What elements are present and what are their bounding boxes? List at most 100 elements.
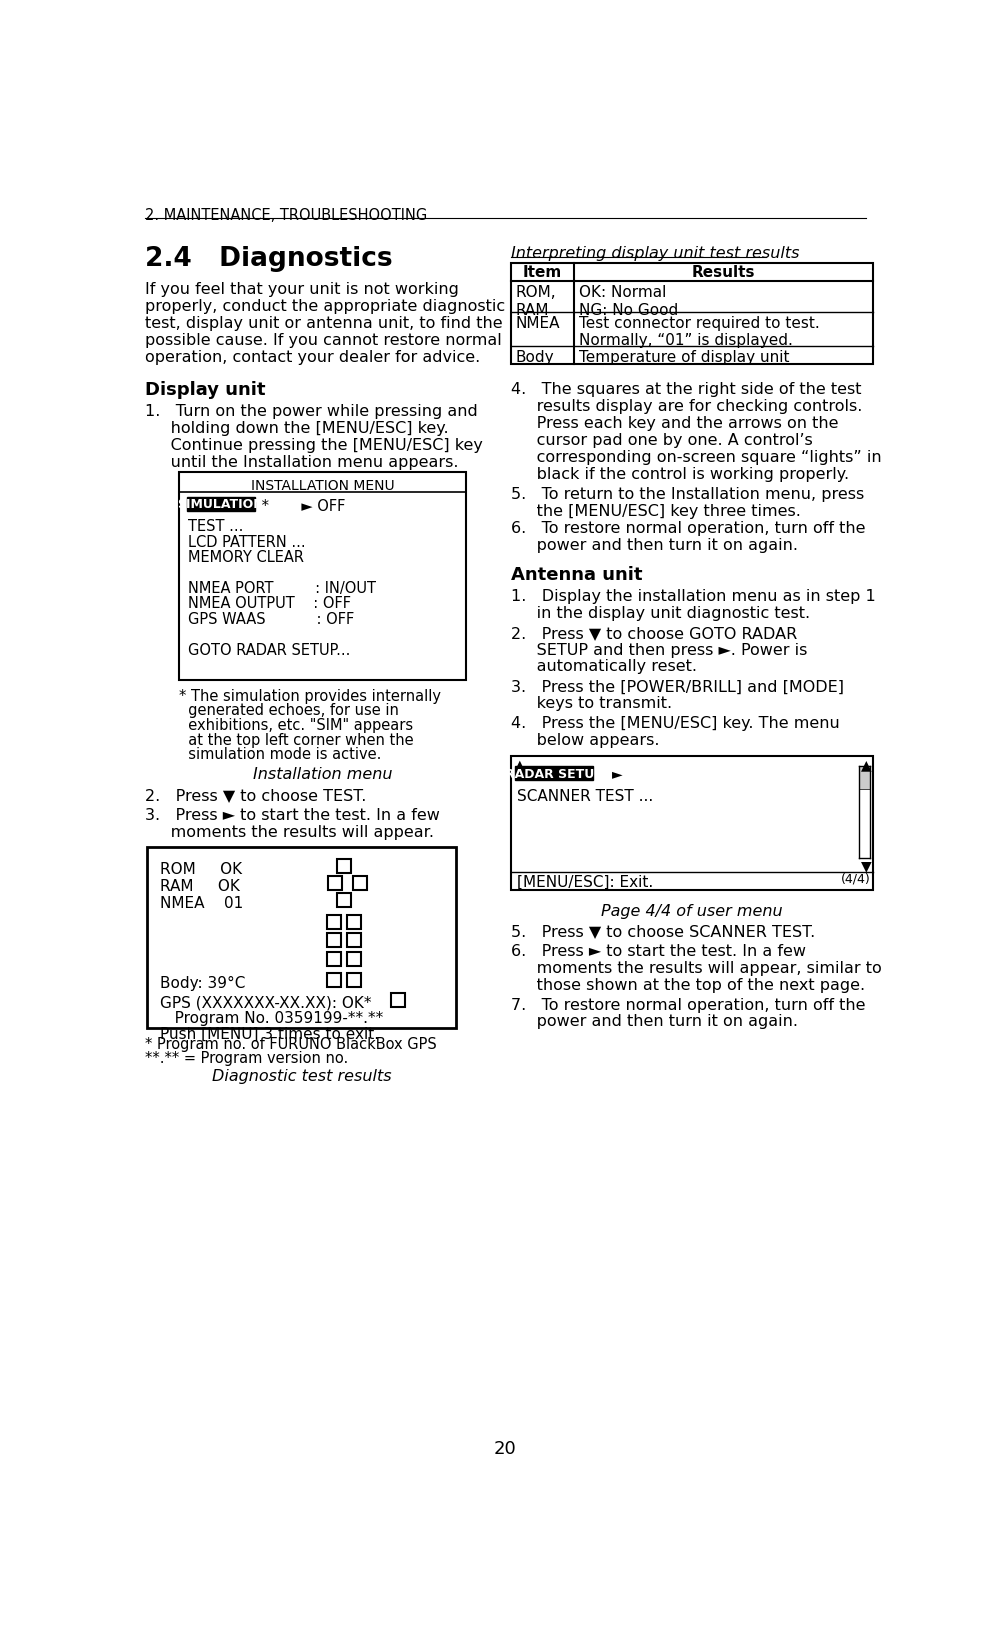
Text: TEST ...: TEST ... <box>188 519 244 534</box>
Text: 2.   Press ▼ to choose GOTO RADAR: 2. Press ▼ to choose GOTO RADAR <box>511 625 797 640</box>
Bar <box>353 876 368 891</box>
Text: If you feel that your unit is not working: If you feel that your unit is not workin… <box>145 282 458 297</box>
Bar <box>511 756 874 891</box>
Text: 5.   To return to the Installation menu, press: 5. To return to the Installation menu, p… <box>511 486 864 501</box>
Text: Body: 39°C: Body: 39°C <box>161 976 246 991</box>
Text: 6.   To restore normal operation, turn off the: 6. To restore normal operation, turn off… <box>511 521 866 535</box>
Text: 20: 20 <box>494 1439 517 1457</box>
Text: Body: Body <box>516 349 554 364</box>
Text: 4.   Press the [MENU/ESC] key. The menu: 4. Press the [MENU/ESC] key. The menu <box>511 716 839 731</box>
Text: 5.   Press ▼ to choose SCANNER TEST.: 5. Press ▼ to choose SCANNER TEST. <box>511 924 815 938</box>
Bar <box>860 767 871 790</box>
Bar <box>337 894 351 907</box>
Text: 3.   Press the [POWER/BRILL] and [MODE]: 3. Press the [POWER/BRILL] and [MODE] <box>511 679 844 694</box>
Text: holding down the [MENU/ESC] key.: holding down the [MENU/ESC] key. <box>145 421 449 436</box>
Text: 2. MAINTENANCE, TROUBLESHOOTING: 2. MAINTENANCE, TROUBLESHOOTING <box>145 209 427 224</box>
Text: ROM     OK: ROM OK <box>161 862 243 876</box>
Text: Page 4/4 of user menu: Page 4/4 of user menu <box>601 902 783 919</box>
Bar <box>511 263 874 366</box>
Text: ▲: ▲ <box>861 757 872 772</box>
Text: Diagnostic test results: Diagnostic test results <box>212 1069 391 1084</box>
Bar <box>516 767 593 780</box>
Text: cursor pad one by one. A control’s: cursor pad one by one. A control’s <box>511 432 812 447</box>
Bar <box>147 847 457 1028</box>
Text: simulation mode is active.: simulation mode is active. <box>179 747 382 762</box>
Text: SIMULATION: SIMULATION <box>177 498 264 511</box>
Text: NMEA    01: NMEA 01 <box>161 896 244 911</box>
Text: Item: Item <box>523 266 562 281</box>
Text: those shown at the top of the next page.: those shown at the top of the next page. <box>511 978 865 992</box>
Bar <box>327 953 341 966</box>
Text: MEMORY CLEAR: MEMORY CLEAR <box>188 550 305 565</box>
Text: * The simulation provides internally: * The simulation provides internally <box>179 689 441 703</box>
Text: Press each key and the arrows on the: Press each key and the arrows on the <box>511 416 838 431</box>
Bar <box>347 916 361 929</box>
Text: until the Installation menu appears.: until the Installation menu appears. <box>145 454 458 470</box>
Text: Results: Results <box>692 266 755 281</box>
Text: NMEA OUTPUT    : OFF: NMEA OUTPUT : OFF <box>188 596 351 610</box>
Text: generated echoes, for use in: generated echoes, for use in <box>179 703 399 718</box>
Text: in the display unit diagnostic test.: in the display unit diagnostic test. <box>511 605 810 620</box>
Text: GPS (XXXXXXX-XX.XX): OK*: GPS (XXXXXXX-XX.XX): OK* <box>161 996 372 1010</box>
Text: 3.   Press ► to start the test. In a few: 3. Press ► to start the test. In a few <box>145 808 440 823</box>
Text: SCANNER TEST ...: SCANNER TEST ... <box>517 788 653 803</box>
Bar <box>337 860 351 873</box>
Text: NMEA PORT         : IN/OUT: NMEA PORT : IN/OUT <box>188 581 377 596</box>
Text: INSTALLATION MENU: INSTALLATION MENU <box>250 480 394 493</box>
Bar <box>390 994 404 1007</box>
Text: (4/4): (4/4) <box>841 871 871 885</box>
Text: **.** = Program version no.: **.** = Program version no. <box>145 1049 348 1066</box>
Text: exhibitions, etc. "SIM" appears: exhibitions, etc. "SIM" appears <box>179 718 413 733</box>
Text: Continue pressing the [MENU/ESC] key: Continue pressing the [MENU/ESC] key <box>145 437 483 452</box>
Text: RADAR SETUP: RADAR SETUP <box>505 767 603 780</box>
Bar <box>327 974 341 987</box>
Text: Installation menu: Installation menu <box>252 765 392 782</box>
Text: OK: Normal
NG: No Good: OK: Normal NG: No Good <box>579 286 678 318</box>
Text: keys to transmit.: keys to transmit. <box>511 695 671 712</box>
Bar <box>347 953 361 966</box>
Text: operation, contact your dealer for advice.: operation, contact your dealer for advic… <box>145 349 480 364</box>
Text: ▼: ▼ <box>861 858 872 873</box>
Text: 1.   Display the installation menu as in step 1: 1. Display the installation menu as in s… <box>511 588 876 604</box>
Text: ▲: ▲ <box>516 757 525 770</box>
Text: 1.   Turn on the power while pressing and: 1. Turn on the power while pressing and <box>145 403 477 418</box>
Text: 2.4   Diagnostics: 2.4 Diagnostics <box>145 246 392 273</box>
Bar <box>327 934 341 948</box>
Text: ►: ► <box>612 767 623 780</box>
Text: ROM,
RAM: ROM, RAM <box>516 286 556 318</box>
Bar <box>347 974 361 987</box>
Text: Test connector required to test.
Normally, “01” is displayed.: Test connector required to test. Normall… <box>579 317 819 348</box>
Text: Antenna unit: Antenna unit <box>511 565 642 583</box>
Text: 2.   Press ▼ to choose TEST.: 2. Press ▼ to choose TEST. <box>145 788 367 803</box>
Text: properly, conduct the appropriate diagnostic: properly, conduct the appropriate diagno… <box>145 299 505 313</box>
Text: moments the results will appear, similar to: moments the results will appear, similar… <box>511 960 881 974</box>
Text: 7.   To restore normal operation, turn off the: 7. To restore normal operation, turn off… <box>511 997 866 1012</box>
Text: automatically reset.: automatically reset. <box>511 659 697 674</box>
Text: corresponding on-screen square “lights” in: corresponding on-screen square “lights” … <box>511 450 881 465</box>
Text: at the top left corner when the: at the top left corner when the <box>179 733 414 747</box>
Text: black if the control is working properly.: black if the control is working properly… <box>511 467 849 481</box>
Text: 4.   The squares at the right side of the test: 4. The squares at the right side of the … <box>511 382 861 397</box>
Text: moments the results will appear.: moments the results will appear. <box>145 824 434 839</box>
Text: Program No. 0359199-**.**: Program No. 0359199-**.** <box>161 1010 384 1027</box>
Text: GPS WAAS           : OFF: GPS WAAS : OFF <box>188 612 355 627</box>
Text: results display are for checking controls.: results display are for checking control… <box>511 398 862 415</box>
Text: GOTO RADAR SETUP...: GOTO RADAR SETUP... <box>188 641 351 658</box>
Text: the [MENU/ESC] key three times.: the [MENU/ESC] key three times. <box>511 504 801 519</box>
Text: NMEA: NMEA <box>516 317 560 331</box>
Text: SETUP and then press ►. Power is: SETUP and then press ►. Power is <box>511 641 808 658</box>
Bar <box>327 916 341 929</box>
Text: test, display unit or antenna unit, to find the: test, display unit or antenna unit, to f… <box>145 317 503 331</box>
Text: Interpreting display unit test results: Interpreting display unit test results <box>511 246 800 261</box>
Text: 6.   Press ► to start the test. In a few: 6. Press ► to start the test. In a few <box>511 943 806 958</box>
Text: Display unit: Display unit <box>145 380 265 398</box>
Bar <box>179 473 465 681</box>
Text: power and then turn it on again.: power and then turn it on again. <box>511 1013 798 1028</box>
Text: * Program no. of FURUNO BlackBox GPS: * Program no. of FURUNO BlackBox GPS <box>145 1036 437 1051</box>
Text: [MENU/ESC]: Exit.: [MENU/ESC]: Exit. <box>517 875 653 889</box>
Text: Push [MENU] 3 times to exit.: Push [MENU] 3 times to exit. <box>161 1027 380 1041</box>
Bar <box>328 876 342 891</box>
Text: RAM     OK: RAM OK <box>161 878 241 893</box>
Text: LCD PATTERN ...: LCD PATTERN ... <box>188 534 306 550</box>
Text: below appears.: below appears. <box>511 733 660 747</box>
